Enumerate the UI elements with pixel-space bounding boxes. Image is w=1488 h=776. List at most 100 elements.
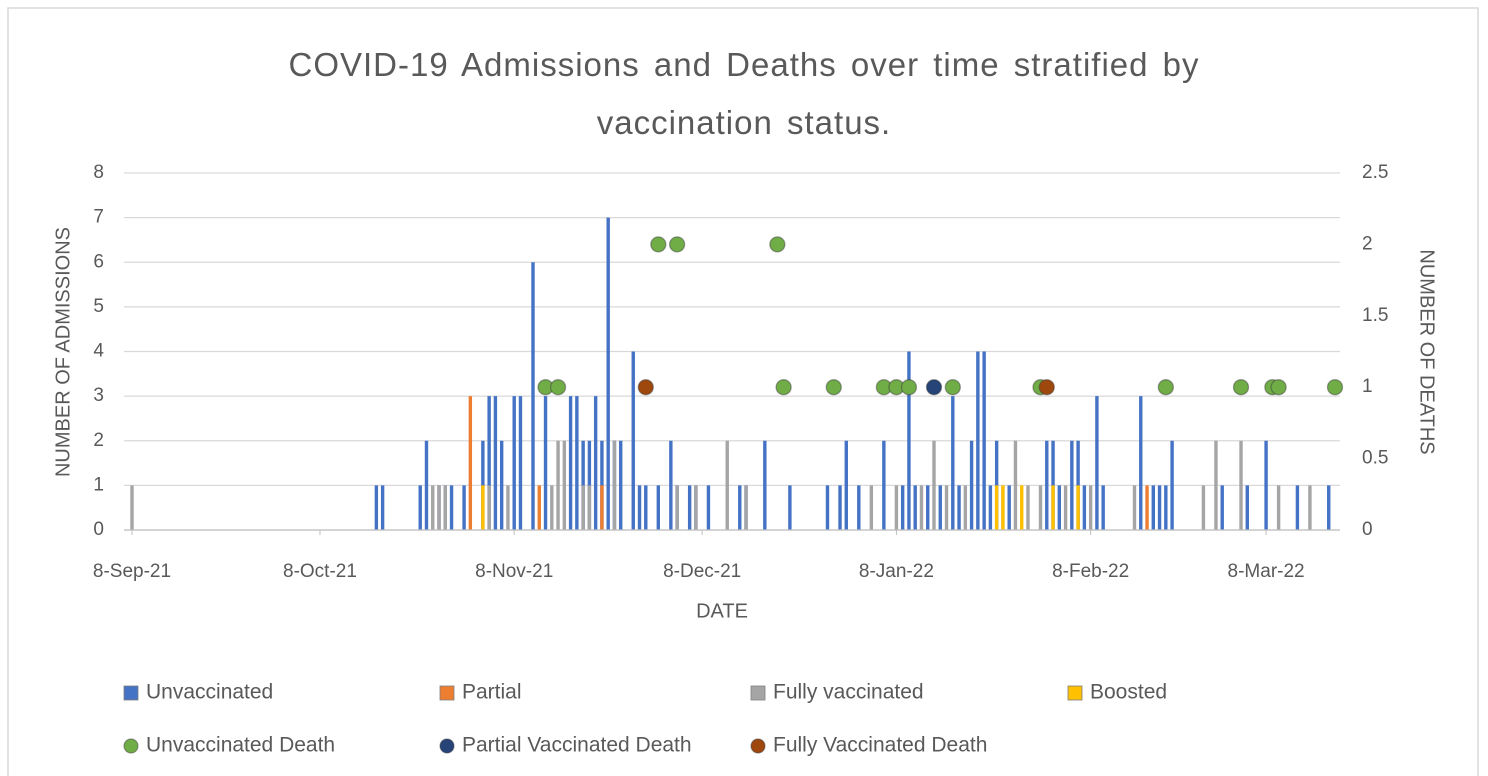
bar [926,485,930,530]
y-tick-label: 0 [93,519,104,540]
bar [675,485,679,530]
bar [994,485,999,530]
x-tick-label: 8-Nov-21 [475,561,553,582]
y-tick-label: 5 [93,296,104,317]
bar [562,440,567,530]
bar [982,351,986,530]
legend-swatch [123,685,139,701]
bar [418,485,422,530]
bar [606,217,610,530]
bar [1063,485,1068,530]
bar [1020,485,1024,530]
bar [969,440,974,530]
legend-swatch [750,738,766,754]
bar [687,485,692,530]
bar [587,485,592,530]
bar [1264,440,1268,530]
y-tick-label: 6 [93,251,104,272]
bar [593,396,598,530]
bar [1164,485,1168,530]
legend-swatch [123,738,139,754]
bar [537,485,541,530]
bar [462,485,466,530]
x-tick-label: 8-Mar-22 [1228,561,1305,582]
bar [506,485,510,530]
legend-label: Unvaccinated Death [146,734,335,757]
bar [481,485,485,530]
bar [612,440,617,530]
x-tick-label: 8-Oct-21 [283,561,357,582]
death-point [769,236,786,253]
y-tick-label: 7 [93,207,104,228]
bar [1082,485,1087,530]
y-tick-label: 3 [93,385,104,406]
bar [1201,485,1206,530]
bar [1157,485,1162,530]
legend-label: Partial [462,681,522,704]
bar [424,440,429,530]
bar [512,396,516,530]
bar [907,351,911,530]
legend-swatch [439,738,455,754]
bar [1088,485,1093,530]
legend-label: Fully vaccinated [773,681,924,704]
bar [963,485,968,530]
x-tick-label: 8-Dec-21 [663,561,741,582]
death-point [668,236,686,253]
death-point [775,379,792,396]
bar [380,485,385,530]
bar [938,485,942,530]
bar [894,485,899,530]
bar [581,485,585,530]
bar [1045,440,1049,530]
x-tick-label: 8-Feb-22 [1052,561,1129,582]
bar [1327,485,1331,530]
bar [1245,485,1249,530]
legend-label: Fully Vaccinated Death [773,734,987,757]
bar [437,485,441,530]
bar [499,440,504,530]
bar [449,485,454,530]
bar [1051,485,1055,530]
death-point [1232,379,1250,396]
y2-axis-title: NUMBER OF DEATHS [1416,249,1438,454]
legend-swatch [439,685,455,701]
death-point [1038,379,1055,396]
bar [1001,485,1005,530]
bar [1295,485,1300,530]
bar [644,485,648,530]
bar [844,440,848,530]
y2-tick-label: 2 [1362,233,1373,254]
legend-swatch [1067,685,1083,701]
bar [725,440,729,530]
bar [550,485,554,530]
legend-swatch [750,685,766,701]
y-tick-label: 2 [93,430,104,451]
y2-tick-label: 1.5 [1362,305,1388,326]
bar [631,351,635,530]
legend-label: Boosted [1090,681,1167,704]
bar [706,485,711,530]
death-point [900,379,918,396]
bar [913,485,917,530]
bar [1070,440,1074,530]
bar [1076,485,1080,530]
bar [374,485,379,530]
bar [568,396,573,530]
bar [487,396,491,530]
bar [869,485,874,530]
bar [600,485,604,530]
bar [1170,440,1174,530]
bar [857,485,861,530]
death-point [825,379,842,396]
bar [825,485,830,530]
bar [944,485,949,530]
bar [1145,485,1149,530]
bar [518,396,523,530]
bar [900,485,905,530]
death-point [637,379,654,396]
y2-tick-label: 0.5 [1362,448,1388,469]
legend-label: Unvaccinated [146,681,273,704]
death-point [944,379,961,396]
bar [656,485,661,530]
